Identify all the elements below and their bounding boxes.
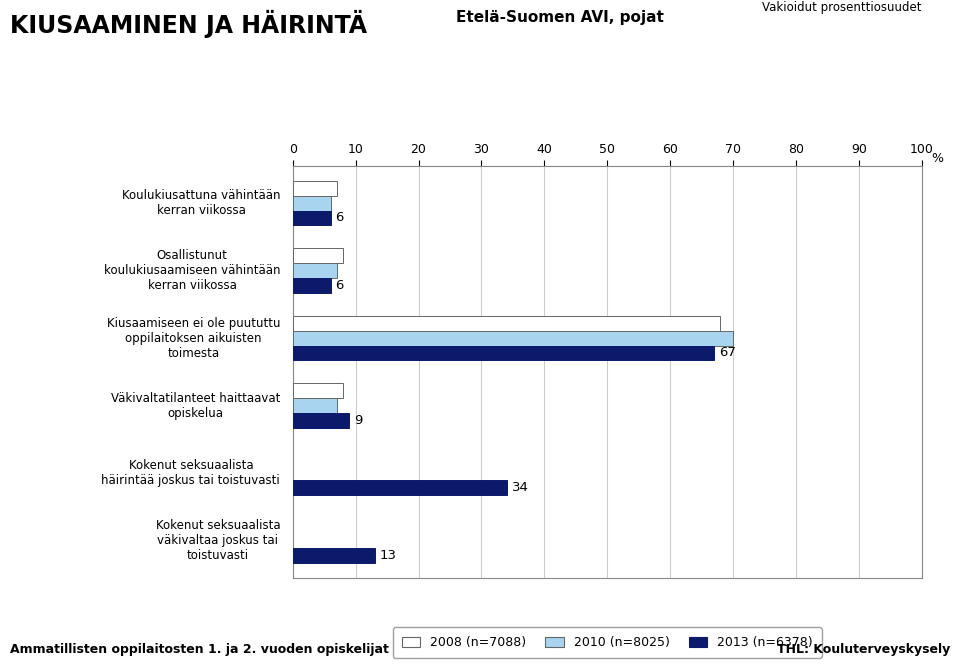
Text: Vakioidut prosenttiosuudet: Vakioidut prosenttiosuudet xyxy=(762,1,922,15)
Text: Ammatillisten oppilaitosten 1. ja 2. vuoden opiskelijat: Ammatillisten oppilaitosten 1. ja 2. vuo… xyxy=(10,643,389,656)
Bar xyxy=(293,248,343,263)
Text: Etelä-Suomen AVI, pojat: Etelä-Suomen AVI, pojat xyxy=(456,10,663,25)
Text: 9: 9 xyxy=(354,414,363,427)
Text: KIUSAAMINEN JA HÄIRINTÄ: KIUSAAMINEN JA HÄIRINTÄ xyxy=(10,10,367,38)
Text: Kokenut seksuaalista
häirintää joskus tai toistuvasti: Kokenut seksuaalista häirintää joskus ta… xyxy=(102,459,280,487)
Bar xyxy=(293,548,374,563)
Legend: 2008 (n=7088), 2010 (n=8025), 2013 (n=6378): 2008 (n=7088), 2010 (n=8025), 2013 (n=63… xyxy=(393,627,822,658)
Bar xyxy=(293,181,337,196)
Bar xyxy=(293,263,337,278)
Bar xyxy=(293,210,330,225)
Text: 6: 6 xyxy=(336,211,344,224)
Text: Väkivaltatilanteet haittaavat
opiskelua: Väkivaltatilanteet haittaavat opiskelua xyxy=(110,392,280,420)
Bar xyxy=(293,481,507,495)
Bar xyxy=(293,345,714,361)
Text: Kiusaamiseen ei ole puututtu
oppilaitoksen aikuisten
toimesta: Kiusaamiseen ei ole puututtu oppilaitoks… xyxy=(107,317,280,360)
Text: 67: 67 xyxy=(719,347,736,359)
Bar xyxy=(293,413,349,428)
Text: THL: Kouluterveyskysely: THL: Kouluterveyskysely xyxy=(778,643,950,656)
Text: 34: 34 xyxy=(512,481,529,495)
Text: Osallistunut
koulukiusaamiseen vähintään
kerran viikossa: Osallistunut koulukiusaamiseen vähintään… xyxy=(104,249,280,292)
Bar xyxy=(293,398,337,413)
Text: %: % xyxy=(931,151,943,165)
Text: Kokenut seksuaalista
väkivaltaa joskus tai
toistuvasti: Kokenut seksuaalista väkivaltaa joskus t… xyxy=(156,519,280,562)
Bar xyxy=(293,278,330,293)
Bar xyxy=(293,196,330,210)
Bar xyxy=(293,331,733,345)
Text: 6: 6 xyxy=(336,279,344,292)
Text: 13: 13 xyxy=(379,549,396,562)
Text: Koulukiusattuna vähintään
kerran viikossa: Koulukiusattuna vähintään kerran viikoss… xyxy=(122,189,280,217)
Bar xyxy=(293,383,343,398)
Bar xyxy=(293,316,720,331)
